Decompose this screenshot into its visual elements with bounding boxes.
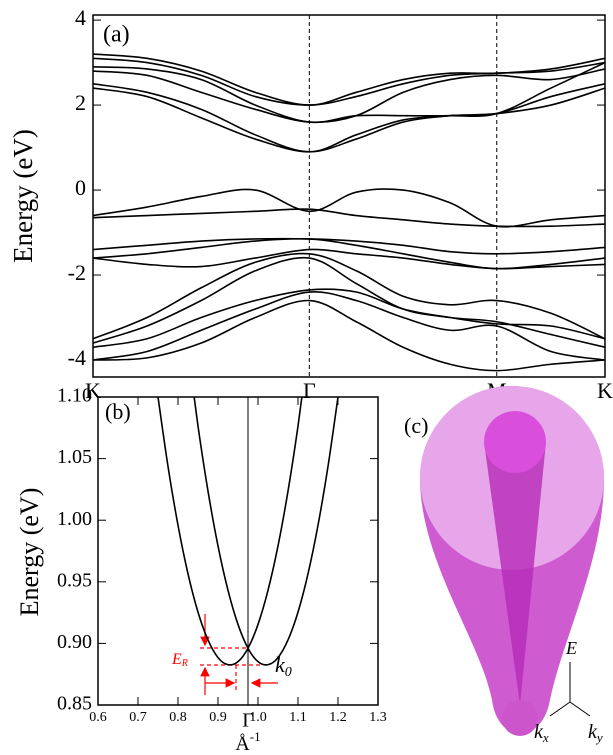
y-tick-label: 0.90 xyxy=(57,631,92,653)
x-tick-label: K xyxy=(85,378,101,403)
axis-label-text: k xyxy=(534,721,544,743)
axis-label-text: k xyxy=(588,721,598,743)
band-line xyxy=(93,252,605,340)
x-tick-label: 0.9 xyxy=(209,710,227,725)
x-tick-label: 1.0 xyxy=(249,710,267,725)
band-line xyxy=(93,57,605,106)
x-tick-label: 0.7 xyxy=(129,710,147,725)
y-axis-label: Energy (eV) xyxy=(15,488,44,617)
x-axis-label-text: Å xyxy=(235,733,250,755)
y-tick-label: 4 xyxy=(75,5,86,30)
y-tick-label: -4 xyxy=(68,345,86,370)
panel-b: (b) Energy (eV) Å-1 ER k0 0.850.900.951.… xyxy=(15,385,387,755)
band-line xyxy=(93,83,605,153)
axis-ky xyxy=(569,701,591,717)
plot-frame xyxy=(92,14,606,378)
y-tick-label: 0.95 xyxy=(57,569,92,591)
x-tick-label: 0.6 xyxy=(89,710,107,725)
y-tick-label: 1.00 xyxy=(57,508,92,530)
series-group xyxy=(157,397,339,666)
annotation-text: E xyxy=(171,651,182,668)
axis-label-sub: x xyxy=(542,730,549,745)
x-tick-label: 1.2 xyxy=(329,710,347,725)
x-tick-label: 0.8 xyxy=(169,710,187,725)
band-line xyxy=(93,291,605,361)
band-line xyxy=(93,188,605,228)
band-line xyxy=(93,299,605,372)
y-tick-label: -2 xyxy=(68,260,86,285)
y-tick-label: 0.85 xyxy=(57,693,92,715)
x-tick-label: 1.3 xyxy=(369,710,387,725)
annotation-sub: R xyxy=(181,658,188,669)
band-line xyxy=(93,288,605,349)
panel-c: (c) E kx ky xyxy=(404,386,604,745)
band-line xyxy=(157,397,303,666)
axis-kx xyxy=(549,701,571,717)
axis-label: E xyxy=(565,638,577,658)
inner-disk xyxy=(484,411,546,473)
panel-label: (a) xyxy=(103,22,130,48)
inner-cone xyxy=(484,442,546,705)
band-line xyxy=(93,83,605,153)
band-line xyxy=(93,68,605,124)
x-tick-label: 1.1 xyxy=(289,710,307,725)
axis-label: kx xyxy=(534,721,549,745)
y-tick-label: 2 xyxy=(75,90,86,115)
x-tick-label: Γ xyxy=(303,378,316,403)
reference-label: Γ xyxy=(242,710,254,732)
axis-label-sub: y xyxy=(595,730,603,745)
band-line xyxy=(93,208,605,228)
plot-frame xyxy=(97,396,379,706)
panel-label: (c) xyxy=(404,413,428,438)
panel-label: (b) xyxy=(105,399,131,424)
x-axis-label-sup: -1 xyxy=(250,729,261,744)
series-group xyxy=(93,53,605,372)
annotation-text: k xyxy=(275,652,286,677)
axes-triad xyxy=(549,662,591,717)
y-tick-label: 1.05 xyxy=(57,446,92,468)
band-line xyxy=(193,397,339,666)
annotation: ER xyxy=(171,651,188,670)
annotation: k0 xyxy=(275,652,292,680)
y-tick-label: 0 xyxy=(75,175,86,200)
band-line xyxy=(93,256,605,349)
band-line xyxy=(93,248,605,270)
band-line xyxy=(93,237,605,255)
bottom-sphere xyxy=(502,700,538,736)
y-axis-label: Energy (eV) xyxy=(8,129,38,263)
band-line xyxy=(93,53,605,106)
x-tick-label: K xyxy=(597,378,613,403)
annotation-sub: 0 xyxy=(285,665,292,680)
x-axis-label: Å-1 xyxy=(235,729,260,755)
axis-label: ky xyxy=(588,721,603,745)
panel-a: (a) Energy (eV) -4-2024KΓMK xyxy=(8,5,613,403)
y-tick-label: 1.10 xyxy=(57,385,92,407)
